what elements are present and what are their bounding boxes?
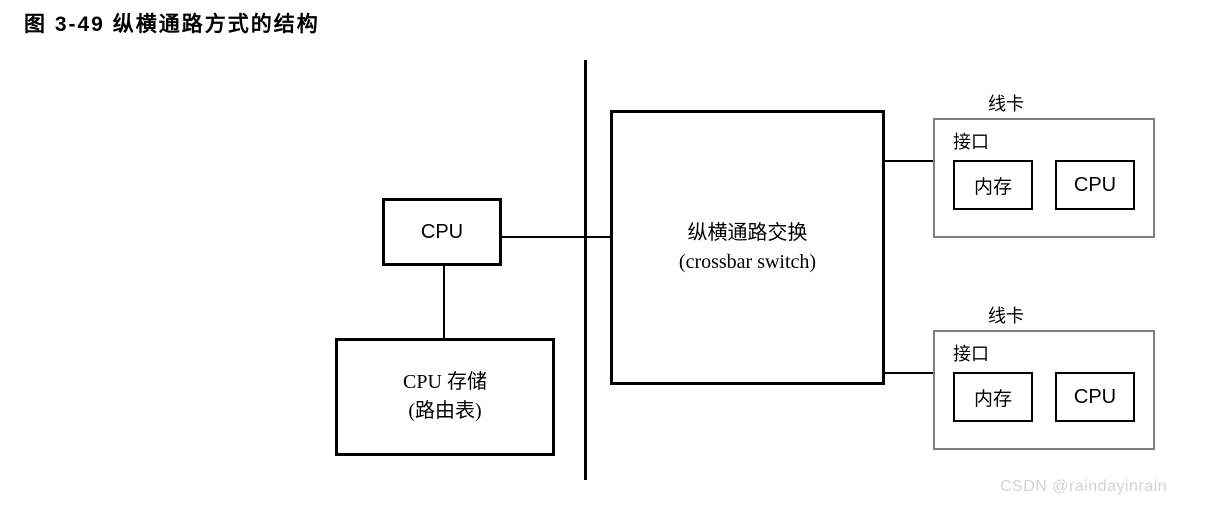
linecard-1-memory-box: 内存 <box>953 160 1033 210</box>
crossbar-to-linecard-2-connector <box>885 372 933 374</box>
crossbar-switch-box: 纵横通路交换 (crossbar switch) <box>610 110 885 385</box>
crossbar-label-line1: 纵横通路交换 <box>688 219 808 248</box>
linecard-2-memory-box: 内存 <box>953 372 1033 422</box>
vertical-divider <box>584 60 587 480</box>
crossbar-to-linecard-1-connector <box>885 160 933 162</box>
left-cpu-to-store-connector <box>443 266 445 338</box>
left-cpu-label: CPU <box>421 221 463 244</box>
linecard-2-title: 线卡 <box>988 302 1024 328</box>
linecard-1-cpu-label: CPU <box>1074 174 1116 197</box>
left-cpu-store-line2: (路由表) <box>408 397 481 426</box>
linecard-2-cpu-box: CPU <box>1055 372 1135 422</box>
figure-caption: 图 3-49 纵横通路方式的结构 <box>24 8 320 38</box>
left-cpu-store-line1: CPU 存储 <box>403 368 487 397</box>
linecard-2-cpu-label: CPU <box>1074 386 1116 409</box>
left-cpu-to-divider-connector <box>502 236 584 238</box>
watermark: CSDN @raindayinrain <box>1000 478 1167 496</box>
linecard-2-interface-label: 接口 <box>953 340 989 366</box>
linecard-1-memory-label: 内存 <box>974 172 1012 199</box>
crossbar-label-line2: (crossbar switch) <box>679 248 816 277</box>
linecard-1-cpu-box: CPU <box>1055 160 1135 210</box>
left-cpu-store-box: CPU 存储 (路由表) <box>335 338 555 456</box>
linecard-1-interface-label: 接口 <box>953 128 989 154</box>
linecard-2-memory-label: 内存 <box>974 384 1012 411</box>
left-cpu-box: CPU <box>382 198 502 266</box>
linecard-1-title: 线卡 <box>988 90 1024 116</box>
divider-to-crossbar-connector <box>587 236 610 238</box>
